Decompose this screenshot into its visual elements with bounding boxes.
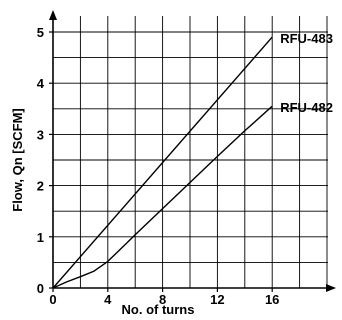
grid <box>53 16 328 288</box>
x-tick-label: 0 <box>49 292 56 307</box>
series-label-rfu-483: RFU-483 <box>280 31 333 46</box>
x-tick-label: 8 <box>159 292 166 307</box>
series-line-rfu-483 <box>52 36 273 289</box>
y-tick-label: 3 <box>37 127 44 142</box>
y-tick-label: 5 <box>37 25 44 40</box>
axes <box>49 10 336 292</box>
y-axis-title: Flow, Qn [SCFM] <box>10 108 25 212</box>
x-axis-title: No. of turns <box>122 302 195 317</box>
series-line-rfu-482 <box>52 105 273 289</box>
series-label-rfu-482: RFU-482 <box>280 100 333 115</box>
y-tick-label: 0 <box>37 281 44 296</box>
x-axis-arrow <box>326 284 336 292</box>
series-lines <box>52 36 273 289</box>
y-tick-label: 4 <box>37 76 45 91</box>
x-tick-label: 16 <box>265 292 279 307</box>
x-tick-label: 4 <box>104 292 112 307</box>
y-tick-label: 2 <box>37 179 44 194</box>
y-axis-arrow <box>49 10 57 20</box>
y-tick-label: 1 <box>37 230 44 245</box>
x-tick-label: 12 <box>210 292 224 307</box>
series-labels: RFU-483 RFU-482 <box>280 31 333 115</box>
